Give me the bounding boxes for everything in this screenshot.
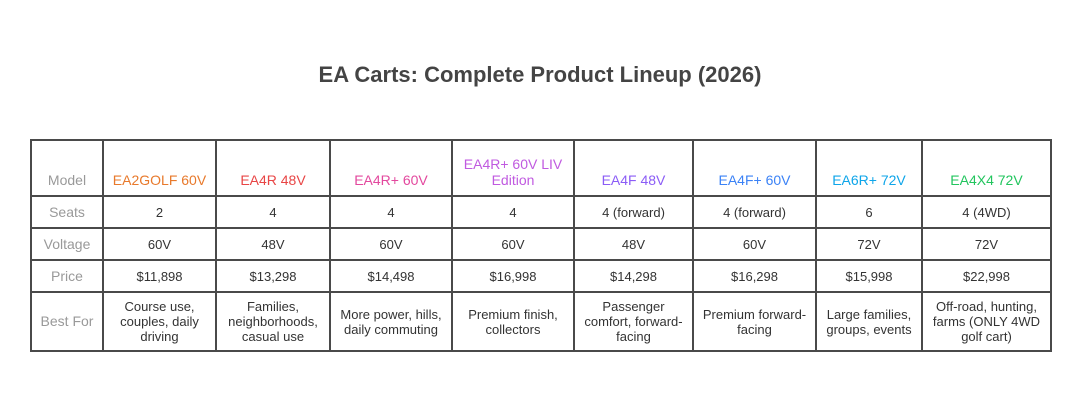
row-label: Best For (30, 291, 104, 352)
cell-voltage: 60V (451, 227, 575, 261)
cell-seats: 4 (329, 195, 453, 229)
cell-price: $13,298 (215, 259, 331, 293)
cell-best-for: More power, hills, daily commuting (329, 291, 453, 352)
model-name: EA4R+ 60V (329, 139, 453, 197)
row-label: Model (30, 139, 104, 197)
model-name: EA4R+ 60V LIV Edition (451, 139, 575, 197)
cell-best-for: Premium forward-facing (692, 291, 817, 352)
cell-price: $22,998 (921, 259, 1052, 293)
model-name: EA4F 48V (573, 139, 694, 197)
cell-price: $16,298 (692, 259, 817, 293)
cell-voltage: 60V (329, 227, 453, 261)
row-label: Voltage (30, 227, 104, 261)
row-label: Seats (30, 195, 104, 229)
best-for-row: Best For Course use, couples, daily drivi… (30, 291, 1052, 352)
cell-voltage: 60V (692, 227, 817, 261)
product-lineup-table: Model EA2GOLF 60V EA4R 48V EA4R+ 60V EA4R+ 6… (30, 139, 1052, 352)
cell-price: $11,898 (102, 259, 217, 293)
price-row: Price $11,898 $13,298 $14,498 $16,998 $14,298… (30, 259, 1052, 293)
cell-best-for: Passenger comfort, forward-facing (573, 291, 694, 352)
cell-best-for: Premium finish, collectors (451, 291, 575, 352)
cell-seats: 4 (4WD) (921, 195, 1052, 229)
cell-voltage: 72V (921, 227, 1052, 261)
cell-best-for: Off-road, hunting, farms (ONLY 4WD golf … (921, 291, 1052, 352)
cell-seats: 4 (451, 195, 575, 229)
cell-price: $16,998 (451, 259, 575, 293)
cell-price: $14,498 (329, 259, 453, 293)
cell-voltage: 60V (102, 227, 217, 261)
model-name: EA2GOLF 60V (102, 139, 217, 197)
row-label: Price (30, 259, 104, 293)
cell-price: $15,998 (815, 259, 923, 293)
cell-voltage: 72V (815, 227, 923, 261)
cell-seats: 4 (215, 195, 331, 229)
voltage-row: Voltage 60V 48V 60V 60V 48V 60V 72V 72V (30, 227, 1052, 261)
model-name: EA4X4 72V (921, 139, 1052, 197)
cell-seats: 6 (815, 195, 923, 229)
cell-best-for: Large families, groups, events (815, 291, 923, 352)
model-name: EA6R+ 72V (815, 139, 923, 197)
seats-row: Seats 2 4 4 4 4 (forward) 4 (forward) 6 4 (4WD) (30, 195, 1052, 229)
cell-seats: 4 (forward) (573, 195, 694, 229)
cell-seats: 2 (102, 195, 217, 229)
model-row: Model EA2GOLF 60V EA4R 48V EA4R+ 60V EA4R+ 6… (30, 139, 1052, 197)
cell-voltage: 48V (573, 227, 694, 261)
model-name: EA4F+ 60V (692, 139, 817, 197)
cell-best-for: Families, neighborhoods, casual use (215, 291, 331, 352)
cell-seats: 4 (forward) (692, 195, 817, 229)
page-title: EA Carts: Complete Product Lineup (2026) (318, 62, 762, 87)
cell-voltage: 48V (215, 227, 331, 261)
cell-best-for: Course use, couples, daily driving (102, 291, 217, 352)
model-name: EA4R 48V (215, 139, 331, 197)
cell-price: $14,298 (573, 259, 694, 293)
